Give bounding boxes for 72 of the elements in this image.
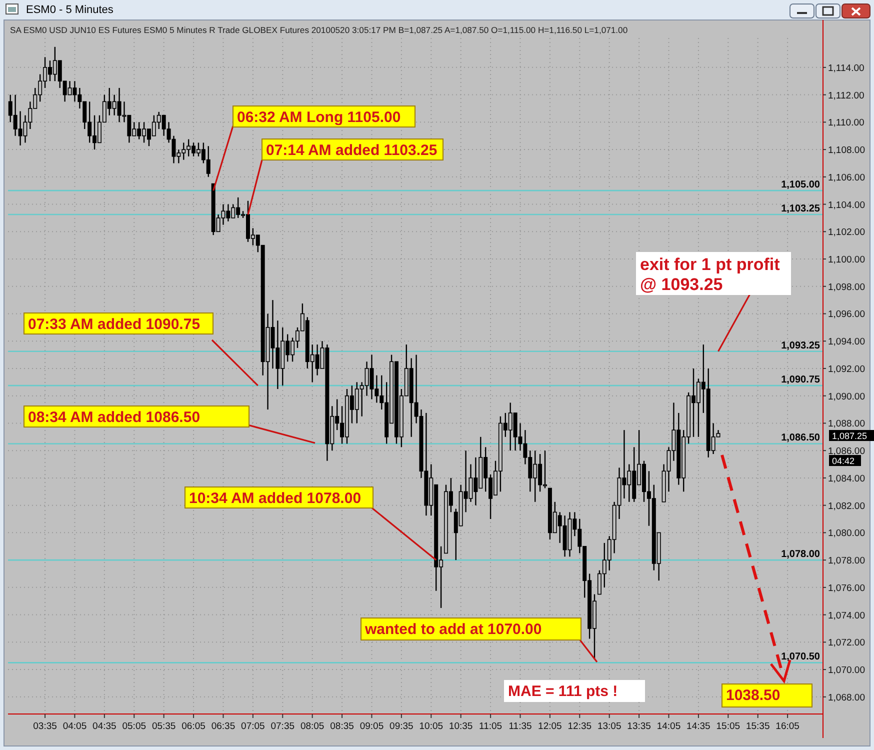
annotation: 10:34 AM added 1078.00 bbox=[189, 490, 362, 507]
y-tick-label: 1,104.00 bbox=[828, 200, 865, 211]
y-tick-label: 1,106.00 bbox=[828, 172, 865, 184]
x-tick-label: 08:05 bbox=[300, 721, 324, 732]
x-tick-label: 06:05 bbox=[182, 721, 206, 732]
y-tick-label: 1,076.00 bbox=[828, 582, 865, 594]
x-tick-label: 13:05 bbox=[597, 721, 622, 732]
x-tick-label: 04:05 bbox=[62, 721, 87, 732]
y-tick-label: 1,096.00 bbox=[828, 309, 865, 320]
y-tick-label: 1,098.00 bbox=[828, 282, 865, 293]
annotation: MAE = 111 pts ! bbox=[508, 683, 618, 700]
x-tick-label: 14:05 bbox=[656, 721, 681, 732]
y-tick-label: 1,092.00 bbox=[828, 364, 865, 375]
y-tick-label: 1,100.00 bbox=[828, 254, 865, 266]
x-tick-label: 10:05 bbox=[419, 721, 444, 732]
y-tick-label: 1,108.00 bbox=[828, 145, 865, 156]
x-tick-label: 08:35 bbox=[330, 721, 354, 732]
y-tick-label: 1,074.00 bbox=[828, 610, 865, 622]
y-tick-label: 1,072.00 bbox=[828, 638, 865, 649]
chart-title: ESM0 - 5 Minutes bbox=[26, 4, 114, 16]
x-tick-label: 11:05 bbox=[479, 721, 502, 732]
annotation: wanted to add at 1070.00 bbox=[364, 621, 542, 638]
callout: wanted to add at 1070.00 bbox=[360, 618, 598, 662]
y-tick-label: 1,070.00 bbox=[828, 665, 865, 676]
x-tick-label: 14:35 bbox=[686, 721, 710, 732]
callout: 08:34 AM added 1086.50 bbox=[24, 406, 316, 444]
annotation: 1038.50 bbox=[726, 687, 780, 704]
annotation: 08:34 AM added 1086.50 bbox=[28, 409, 200, 426]
x-tick-label: 15:05 bbox=[716, 721, 740, 732]
y-tick-label: 1,084.00 bbox=[828, 473, 865, 484]
x-tick-label: 04:35 bbox=[92, 721, 116, 732]
y-tick-label: 1,068.00 bbox=[828, 692, 865, 704]
x-tick-label: 05:05 bbox=[122, 721, 146, 732]
x-tick-label: 15:35 bbox=[746, 721, 770, 732]
y-tick-label: 1,114.00 bbox=[828, 62, 864, 74]
x-tick-label: 12:05 bbox=[538, 721, 562, 732]
x-tick-label: 05:35 bbox=[152, 721, 176, 732]
ref-line-label: 1,070.50 bbox=[781, 652, 820, 663]
x-tick-label: 13:35 bbox=[627, 721, 651, 732]
x-tick-label: 07:35 bbox=[270, 721, 295, 732]
y-tick-label: 1,080.00 bbox=[828, 528, 865, 540]
x-tick-label: 06:35 bbox=[211, 721, 236, 732]
y-tick-label: 1,086.00 bbox=[828, 446, 865, 458]
y-tick-label: 1,088.00 bbox=[828, 418, 865, 430]
x-tick-label: 03:35 bbox=[33, 721, 57, 732]
ref-line-label: 1,090.75 bbox=[781, 374, 820, 386]
y-tick-label: 1,078.00 bbox=[828, 556, 865, 567]
y-tick-label: 1,102.00 bbox=[828, 227, 865, 238]
text: 04:42 bbox=[832, 456, 855, 466]
x-tick-label: 10:35 bbox=[448, 721, 473, 732]
ref-line-label: 1,078.00 bbox=[781, 549, 820, 560]
ref-line-label: 1,093.25 bbox=[781, 340, 820, 352]
y-tick-label: 1,110.00 bbox=[828, 118, 864, 129]
y-tick-label: 1,094.00 bbox=[828, 336, 865, 348]
annotation: 07:33 AM added 1090.75 bbox=[28, 316, 200, 333]
x-tick-label: 16:05 bbox=[776, 721, 800, 732]
y-tick-label: 1,090.00 bbox=[828, 391, 865, 402]
annotation: exit for 1 pt profit @ 1093.25 bbox=[640, 255, 780, 294]
chart-subtitle: SA ESM0 USD JUN10 ES Futures ESM0 5 Minutes R Trade GLOBEX Futures 20100520 3:05:17 PM B=1,087.25 A=1,087.50 O=1,115.00 H=1,116.50 L=1,071.00 bbox=[10, 25, 628, 35]
ref-line-label: 1,086.50 bbox=[781, 432, 820, 444]
ref-line-label: 1,105.00 bbox=[781, 180, 820, 191]
text: 1,087.25 bbox=[832, 431, 868, 441]
y-tick-label: 1,112.00 bbox=[828, 90, 864, 102]
x-tick-label: 11:35 bbox=[508, 721, 532, 732]
ref-line-label: 1,103.25 bbox=[781, 204, 820, 215]
x-tick-label: 09:05 bbox=[360, 721, 384, 732]
x-tick-label: 12:35 bbox=[568, 721, 592, 732]
y-tick-label: 1,082.00 bbox=[828, 500, 865, 512]
annotation: 06:32 AM Long 1105.00 bbox=[237, 109, 401, 126]
annotation: 07:14 AM added 1103.25 bbox=[266, 142, 438, 159]
x-tick-label: 07:05 bbox=[241, 721, 265, 732]
x-tick-label: 09:35 bbox=[390, 721, 414, 732]
